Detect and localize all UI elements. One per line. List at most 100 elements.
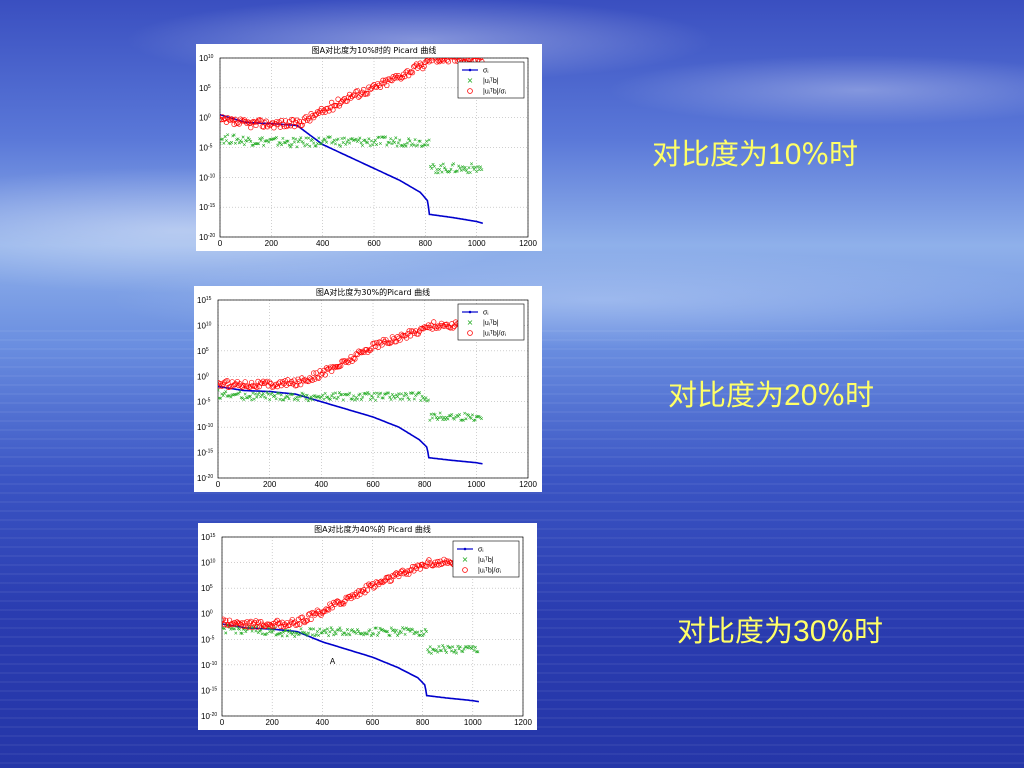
data-point-o bbox=[313, 370, 319, 376]
data-point-o bbox=[280, 121, 286, 127]
x-tick-label: 800 bbox=[418, 480, 432, 489]
data-point-x bbox=[476, 650, 480, 654]
data-point-o bbox=[284, 123, 290, 130]
y-tick-exponent: 10 bbox=[208, 54, 214, 60]
data-point-x bbox=[441, 162, 445, 166]
data-point-x bbox=[402, 627, 406, 631]
data-point-o bbox=[387, 340, 393, 347]
legend-label: |uᵢᵀb|/σᵢ bbox=[483, 89, 506, 96]
x-tick-label: 600 bbox=[366, 718, 380, 727]
y-tick-exponent: -10 bbox=[206, 423, 213, 429]
plot-area bbox=[222, 555, 481, 703]
data-point-x bbox=[463, 165, 467, 169]
data-point-o bbox=[258, 618, 264, 625]
data-point-o bbox=[409, 69, 416, 76]
data-point-x bbox=[280, 634, 284, 638]
data-point-x bbox=[377, 631, 381, 635]
legend-x-marker bbox=[462, 557, 468, 562]
data-point-o bbox=[310, 610, 317, 617]
data-point-x bbox=[284, 628, 288, 632]
data-point-o bbox=[401, 571, 407, 577]
data-point-o bbox=[220, 116, 224, 123]
y-tick-label: 1010 bbox=[197, 321, 212, 330]
data-point-x bbox=[355, 397, 360, 401]
data-point-x bbox=[389, 137, 393, 141]
data-point-x bbox=[450, 413, 454, 417]
data-point-o bbox=[405, 72, 412, 79]
data-point-x bbox=[398, 138, 402, 142]
data-point-o bbox=[352, 356, 358, 362]
legend-label: σᵢ bbox=[483, 68, 488, 75]
data-point-o bbox=[285, 122, 291, 128]
y-tick-exponent: 15 bbox=[210, 533, 216, 539]
chart-title: 图A对比度为10%时的 Picard 曲线 bbox=[312, 45, 437, 55]
data-point-x bbox=[281, 136, 285, 140]
data-point-o bbox=[363, 347, 370, 353]
data-point-x bbox=[339, 629, 343, 633]
data-point-x bbox=[377, 135, 381, 139]
data-point-o bbox=[304, 617, 310, 624]
data-point-o bbox=[330, 364, 336, 370]
series-line bbox=[220, 113, 484, 225]
data-point-o bbox=[396, 573, 402, 580]
data-point-x bbox=[396, 141, 400, 145]
data-point-x bbox=[419, 629, 423, 633]
data-point-x bbox=[371, 396, 375, 400]
data-point-x bbox=[451, 645, 455, 649]
data-point-x bbox=[249, 139, 253, 143]
data-point-o bbox=[429, 58, 435, 64]
data-point-x bbox=[299, 627, 303, 631]
data-point-x bbox=[344, 633, 348, 637]
data-point-o bbox=[439, 58, 445, 63]
data-point-x bbox=[456, 644, 460, 648]
x-tick-label: 0 bbox=[218, 239, 223, 248]
picard-chart-20pct: 图A对比度为30%的Picard 曲线 0 200 400 600 800 1000 1200… bbox=[194, 286, 542, 492]
y-tick-label: 10-5 bbox=[197, 398, 211, 407]
caption-prefix: 对比度为 bbox=[652, 137, 769, 171]
data-point-o bbox=[297, 621, 303, 627]
data-point-x bbox=[303, 144, 307, 148]
x-tick-label: 1000 bbox=[464, 718, 482, 727]
data-point-x bbox=[266, 392, 270, 396]
data-point-x bbox=[270, 630, 274, 634]
data-point-x bbox=[315, 630, 319, 634]
data-point-x bbox=[441, 644, 445, 648]
data-point-o bbox=[314, 607, 320, 613]
data-point-x bbox=[393, 141, 397, 145]
data-point-x bbox=[235, 625, 239, 629]
data-point-x bbox=[333, 142, 338, 146]
data-point-x bbox=[386, 630, 390, 634]
data-point-x bbox=[342, 136, 346, 140]
data-point-o bbox=[356, 588, 362, 594]
data-point-o bbox=[369, 345, 375, 352]
data-point-o bbox=[431, 319, 437, 325]
data-point-x bbox=[443, 166, 447, 170]
data-point-x bbox=[443, 418, 447, 422]
caption-prefix: 对比度为 bbox=[668, 378, 785, 412]
data-point-x bbox=[416, 630, 420, 634]
legend-x-marker bbox=[467, 78, 473, 83]
data-point-o bbox=[406, 571, 412, 577]
data-point-o bbox=[221, 379, 228, 385]
data-point-o bbox=[361, 86, 367, 93]
y-tick-label: 10-5 bbox=[201, 635, 215, 644]
data-point-x bbox=[296, 398, 300, 402]
data-point-o bbox=[372, 584, 378, 590]
data-point-x bbox=[240, 140, 244, 144]
y-tick-exponent: 5 bbox=[208, 84, 211, 90]
data-point-x bbox=[412, 143, 416, 147]
data-point-o bbox=[317, 611, 323, 617]
data-point-x bbox=[319, 142, 323, 146]
data-point-x bbox=[436, 417, 440, 421]
data-point-x bbox=[295, 145, 299, 149]
data-point-o bbox=[228, 116, 235, 122]
data-point-x bbox=[402, 394, 406, 398]
data-point-x bbox=[413, 138, 417, 142]
data-point-o bbox=[441, 58, 448, 62]
data-point-o bbox=[256, 383, 262, 390]
data-point-x bbox=[375, 143, 379, 147]
data-point-o bbox=[367, 86, 373, 93]
data-point-x bbox=[437, 416, 441, 420]
data-point-x bbox=[393, 396, 397, 400]
data-point-x bbox=[331, 392, 335, 396]
